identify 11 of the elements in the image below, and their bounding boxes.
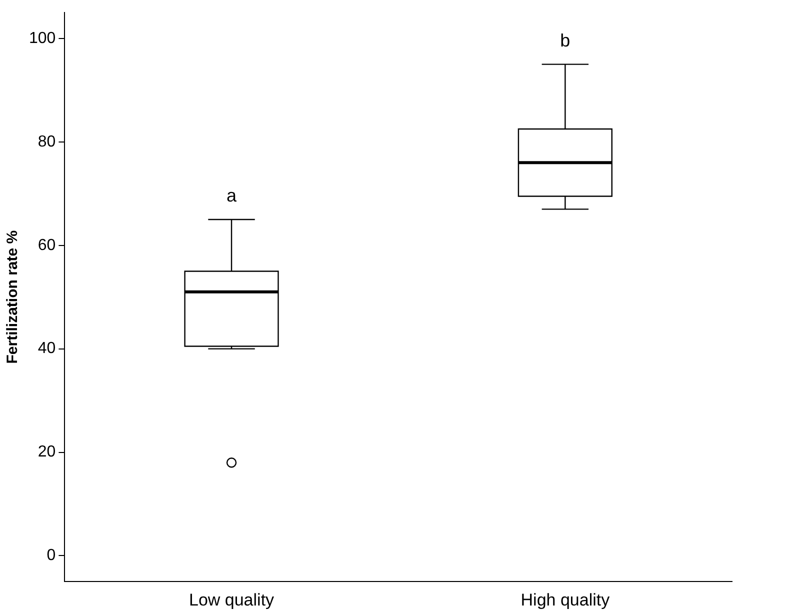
x-tick-label: High quality	[520, 590, 610, 610]
y-tick-label: 100	[28, 30, 56, 47]
y-tick-label: 0	[46, 547, 56, 564]
y-tick-label: 40	[38, 340, 56, 358]
y-tick-label: 80	[38, 133, 56, 150]
annotation: a	[226, 185, 238, 206]
y-tick-label: 20	[38, 444, 56, 461]
y-axis-title: Fertilization rate %	[4, 230, 22, 364]
x-tick-label: Low quality	[188, 590, 275, 610]
annotation: b	[560, 30, 570, 50]
y-tick-label: 60	[38, 236, 56, 254]
